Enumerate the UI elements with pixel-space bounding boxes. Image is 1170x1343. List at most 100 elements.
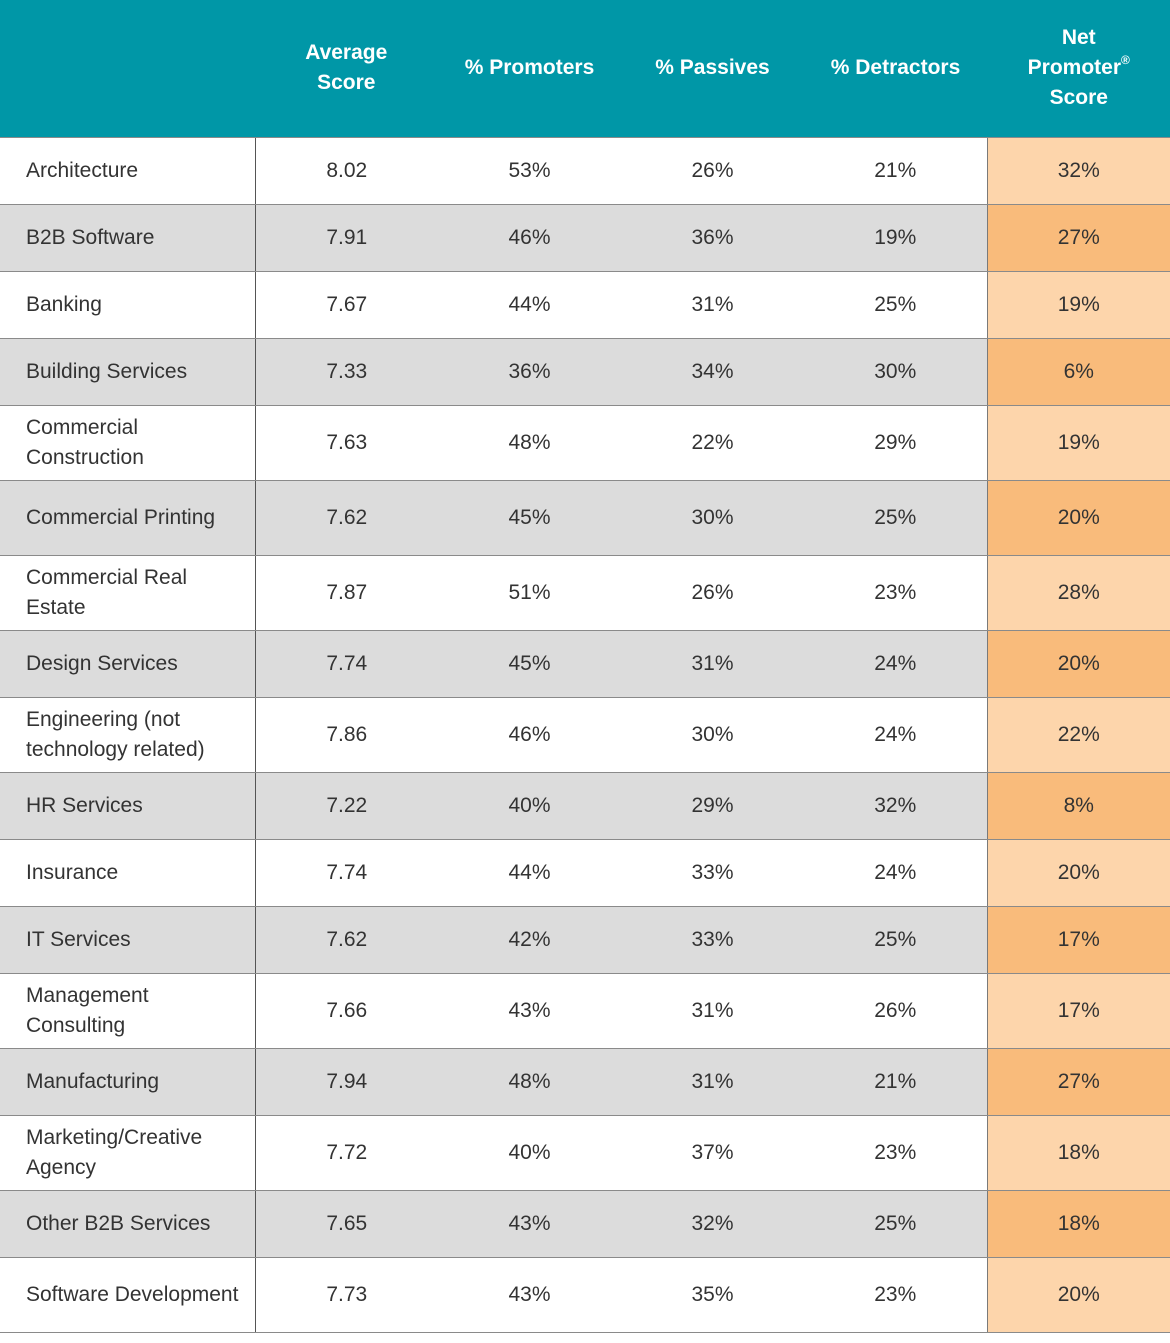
detractors-cell: 30%: [804, 338, 987, 406]
header-nps-line2: Promoter: [1027, 56, 1121, 80]
passives-cell: 31%: [621, 630, 804, 698]
average-score-cell: 7.22: [255, 772, 438, 840]
net-promoter-score-cell: 18%: [986, 1115, 1170, 1191]
industry-cell: Engineering (not technology related): [0, 697, 256, 773]
net-promoter-score-cell: 19%: [986, 405, 1170, 481]
table-row: Design Services 7.74 45% 31% 24% 20%: [0, 630, 1170, 698]
detractors-cell: 26%: [804, 973, 987, 1049]
detractors-cell: 24%: [804, 697, 987, 773]
promoters-cell: 36%: [438, 338, 621, 406]
net-promoter-score-cell: 6%: [986, 338, 1170, 406]
promoters-cell: 46%: [438, 697, 621, 773]
table-row: Manufacturing 7.94 48% 31% 21% 27%: [0, 1048, 1170, 1116]
table-header: Average Score % Promoters % Passives % D…: [0, 0, 1170, 138]
passives-cell: 31%: [621, 1048, 804, 1116]
table-row: IT Services 7.62 42% 33% 25% 17%: [0, 906, 1170, 974]
table-row: Marketing/Creative Agency 7.72 40% 37% 23% 18…: [0, 1115, 1170, 1191]
average-score-cell: 7.74: [255, 839, 438, 907]
passives-cell: 32%: [621, 1190, 804, 1258]
passives-cell: 31%: [621, 973, 804, 1049]
average-score-cell: 7.91: [255, 204, 438, 272]
detractors-cell: 21%: [804, 137, 987, 205]
promoters-cell: 43%: [438, 973, 621, 1049]
passives-cell: 29%: [621, 772, 804, 840]
net-promoter-score-cell: 20%: [986, 839, 1170, 907]
passives-cell: 30%: [621, 480, 804, 556]
net-promoter-score-cell: 28%: [986, 555, 1170, 631]
header-passives: % Passives: [621, 0, 805, 138]
detractors-cell: 29%: [804, 405, 987, 481]
passives-cell: 26%: [621, 137, 804, 205]
net-promoter-score-cell: 20%: [986, 480, 1170, 556]
promoters-cell: 44%: [438, 271, 621, 339]
table-row: Architecture 8.02 53% 26% 21% 32%: [0, 137, 1170, 205]
average-score-cell: 7.94: [255, 1048, 438, 1116]
detractors-cell: 24%: [804, 839, 987, 907]
average-score-cell: 7.67: [255, 271, 438, 339]
industry-cell: Commercial Printing: [0, 480, 256, 556]
passives-cell: 33%: [621, 839, 804, 907]
promoters-cell: 53%: [438, 137, 621, 205]
promoters-cell: 46%: [438, 204, 621, 272]
industry-cell: IT Services: [0, 906, 256, 974]
detractors-cell: 23%: [804, 555, 987, 631]
average-score-cell: 7.74: [255, 630, 438, 698]
table-row: Other B2B Services 7.65 43% 32% 25% 18%: [0, 1190, 1170, 1258]
table-row: Building Services 7.33 36% 34% 30% 6%: [0, 338, 1170, 406]
header-average-line1: Average: [305, 41, 388, 65]
table-row: Management Consulting 7.66 43% 31% 26% 17%: [0, 973, 1170, 1049]
table-row: Insurance 7.74 44% 33% 24% 20%: [0, 839, 1170, 907]
average-score-cell: 8.02: [255, 137, 438, 205]
promoters-cell: 48%: [438, 405, 621, 481]
header-row: Average Score % Promoters % Passives % D…: [0, 0, 1170, 138]
industry-cell: Commercial Real Estate: [0, 555, 256, 631]
table-row: Software Development 7.73 43% 35% 23% 20%: [0, 1257, 1170, 1333]
detractors-cell: 25%: [804, 1190, 987, 1258]
detractors-cell: 19%: [804, 204, 987, 272]
industry-cell: B2B Software: [0, 204, 256, 272]
promoters-cell: 43%: [438, 1257, 621, 1333]
header-nps-line3: Score: [1049, 86, 1108, 110]
passives-cell: 26%: [621, 555, 804, 631]
table-body: Architecture 8.02 53% 26% 21% 32% B2B Software…: [0, 137, 1170, 1333]
net-promoter-score-cell: 17%: [986, 906, 1170, 974]
industry-cell: Other B2B Services: [0, 1190, 256, 1258]
header-average-line2: Score: [317, 71, 376, 95]
promoters-cell: 43%: [438, 1190, 621, 1258]
net-promoter-score-cell: 22%: [986, 697, 1170, 773]
detractors-cell: 25%: [804, 480, 987, 556]
detractors-cell: 25%: [804, 906, 987, 974]
net-promoter-score-cell: 27%: [986, 204, 1170, 272]
net-promoter-score-cell: 20%: [986, 630, 1170, 698]
net-promoter-score-cell: 18%: [986, 1190, 1170, 1258]
table-row: Banking 7.67 44% 31% 25% 19%: [0, 271, 1170, 339]
header-net-promoter-score: Net Promoter® Score: [986, 0, 1170, 138]
passives-cell: 36%: [621, 204, 804, 272]
detractors-cell: 23%: [804, 1257, 987, 1333]
promoters-cell: 48%: [438, 1048, 621, 1116]
passives-cell: 35%: [621, 1257, 804, 1333]
net-promoter-score-cell: 27%: [986, 1048, 1170, 1116]
detractors-cell: 25%: [804, 271, 987, 339]
industry-cell: Design Services: [0, 630, 256, 698]
header-nps-line1: Net: [1061, 26, 1096, 50]
promoters-cell: 44%: [438, 839, 621, 907]
table-row: HR Services 7.22 40% 29% 32% 8%: [0, 772, 1170, 840]
detractors-cell: 24%: [804, 630, 987, 698]
industry-cell: Manufacturing: [0, 1048, 256, 1116]
detractors-cell: 21%: [804, 1048, 987, 1116]
net-promoter-score-cell: 20%: [986, 1257, 1170, 1333]
passives-cell: 37%: [621, 1115, 804, 1191]
passives-cell: 33%: [621, 906, 804, 974]
promoters-cell: 40%: [438, 1115, 621, 1191]
passives-cell: 30%: [621, 697, 804, 773]
promoters-cell: 40%: [438, 772, 621, 840]
average-score-cell: 7.63: [255, 405, 438, 481]
net-promoter-score-cell: 17%: [986, 973, 1170, 1049]
industry-cell: Banking: [0, 271, 256, 339]
average-score-cell: 7.65: [255, 1190, 438, 1258]
average-score-cell: 7.72: [255, 1115, 438, 1191]
industry-cell: Marketing/Creative Agency: [0, 1115, 256, 1191]
detractors-cell: 32%: [804, 772, 987, 840]
